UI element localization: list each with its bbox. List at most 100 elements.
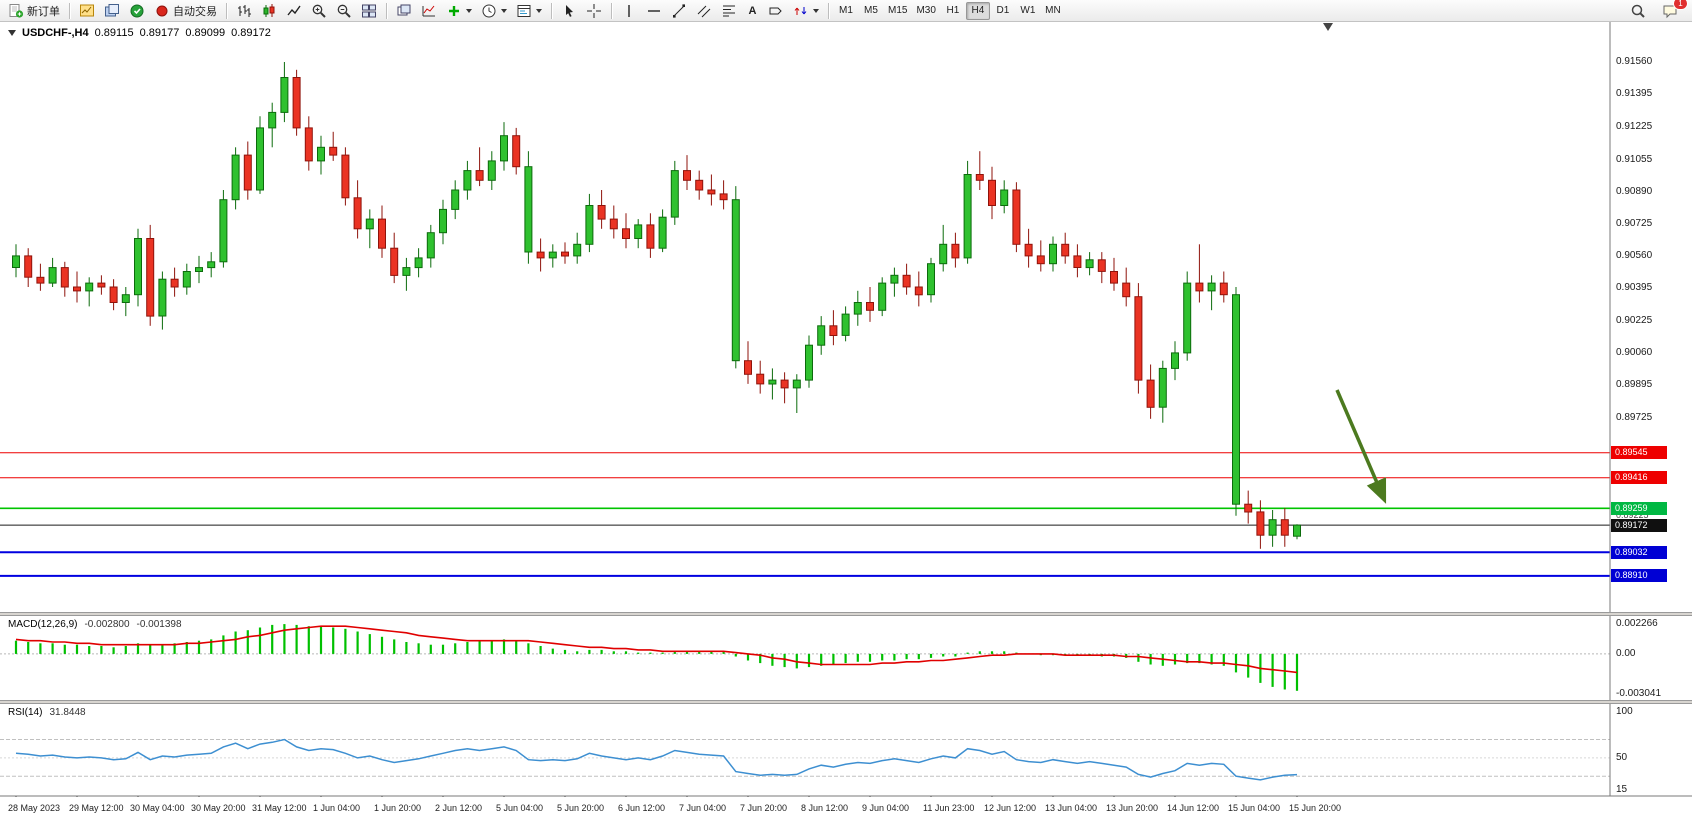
quote-close: 0.89172 — [231, 27, 271, 39]
notification-badge: 1 — [1673, 0, 1688, 10]
quote-high: 0.89177 — [139, 27, 180, 39]
search-icon — [1630, 3, 1646, 19]
zoom-in-icon — [311, 3, 327, 19]
auto-trading-button[interactable]: 自动交易 — [150, 1, 221, 20]
panel-divider[interactable] — [0, 612, 1692, 616]
new-order-icon — [8, 3, 24, 19]
text-tool-button[interactable]: A — [742, 1, 763, 20]
quote-open: 0.89115 — [94, 27, 134, 39]
periods-clock-icon — [481, 3, 497, 19]
candlestick-chart-button[interactable] — [257, 1, 281, 20]
dropdown-caret-icon — [536, 8, 542, 13]
time-axis-label: 28 May 2023 — [8, 803, 61, 813]
profiles-icon — [104, 3, 120, 19]
add-indicator-button[interactable] — [442, 1, 476, 20]
time-axis-label: 30 May 04:00 — [130, 803, 185, 813]
price-axis-label: 0.91395 — [1616, 88, 1653, 99]
price-level-badge: 0.89259 — [1611, 501, 1667, 515]
time-axis-label: 31 May 12:00 — [252, 803, 307, 813]
chart-shift-marker — [1323, 23, 1333, 31]
tile-windows-icon — [361, 3, 377, 19]
crosshair-button[interactable] — [582, 1, 606, 20]
chart-collapse-icon[interactable] — [8, 30, 16, 36]
timeframe-button-h4[interactable]: H4 — [965, 1, 990, 20]
periods-button[interactable] — [477, 1, 511, 20]
fibonacci-icon — [721, 3, 737, 19]
price-axis-label: 0.89725 — [1616, 411, 1653, 423]
price-axis[interactable]: 0.91560 0.91395 0.91225 0.91055 0.90890 0.907… — [1610, 22, 1692, 796]
new-order-button[interactable]: 新订单 — [4, 1, 64, 20]
time-axis-label: 2 Jun 12:00 — [435, 803, 483, 813]
arrange-windows-button[interactable] — [392, 1, 416, 20]
price-level-badge: 0.89172 — [1611, 518, 1667, 532]
profiles-button[interactable] — [100, 1, 124, 20]
time-axis-label: 15 Jun 20:00 — [1289, 803, 1342, 813]
price-axis-label: 0.89225 — [1616, 509, 1649, 520]
arrow-annotation — [1335, 389, 1387, 504]
zoom-out-icon — [336, 3, 352, 19]
fibonacci-button[interactable] — [717, 1, 741, 20]
indicators-button[interactable] — [417, 1, 441, 20]
macd-signal-value: -0.001398 — [136, 619, 182, 630]
search-button[interactable] — [1626, 1, 1650, 20]
indicators-icon — [421, 3, 437, 19]
vertical-line-button[interactable] — [617, 1, 641, 20]
timeframe-button-m15[interactable]: M15 — [884, 2, 911, 20]
bar-chart-button[interactable] — [232, 1, 256, 20]
toolbar-separator — [551, 2, 552, 19]
price-axis-label: 0.90225 — [1616, 314, 1653, 326]
data-window-button[interactable] — [125, 1, 149, 20]
quote-low: 0.89099 — [185, 27, 226, 39]
zoom-in-button[interactable] — [307, 1, 331, 20]
price-axis-label: 0.91225 — [1616, 121, 1653, 132]
cursor-button[interactable] — [557, 1, 581, 20]
price-axis-label: 0.89895 — [1616, 378, 1653, 390]
rsi-axis-label: 100 — [1616, 706, 1633, 717]
price-axis-label: 0.90890 — [1616, 185, 1653, 197]
time-axis-label: 9 Jun 04:00 — [862, 803, 910, 813]
time-axis-label: 12 Jun 12:00 — [984, 803, 1037, 813]
trendline-button[interactable] — [667, 1, 691, 20]
templates-icon — [516, 3, 532, 19]
time-axis-label: 7 Jun 04:00 — [679, 803, 727, 813]
tile-windows-button[interactable] — [357, 1, 381, 20]
zoom-out-button[interactable] — [332, 1, 356, 20]
timeframe-button-m5[interactable]: M5 — [859, 2, 883, 20]
toolbar-separator — [828, 2, 829, 19]
horizontal-line-button[interactable] — [642, 1, 666, 20]
timeframe-button-h1[interactable]: H1 — [941, 2, 965, 20]
arrange-windows-icon — [396, 3, 412, 19]
rsi-panel-label: RSI(14) 31.8448 — [8, 707, 86, 718]
panel-divider[interactable] — [0, 700, 1692, 704]
candlestick-chart-icon — [261, 3, 277, 19]
price-axis-label: 0.90395 — [1616, 281, 1653, 293]
timeframe-button-mn[interactable]: MN — [1041, 2, 1065, 20]
timeframe-button-m30[interactable]: M30 — [912, 2, 939, 20]
timeframe-button-d1[interactable]: D1 — [991, 2, 1015, 20]
macd-name: MACD(12,26,9) — [8, 619, 78, 630]
arrows-tool-button[interactable] — [789, 1, 823, 20]
price-level-badge: 0.89416 — [1611, 471, 1667, 485]
charts-button[interactable] — [75, 1, 99, 20]
time-axis-label: 13 Jun 20:00 — [1106, 803, 1159, 813]
new-order-label: 新订单 — [27, 5, 60, 18]
toolbar-separator — [69, 2, 70, 19]
text-tool-icon: A — [748, 4, 757, 17]
timeframe-button-m1[interactable]: M1 — [834, 2, 858, 20]
line-chart-icon — [286, 3, 302, 19]
auto-trading-label: 自动交易 — [173, 5, 217, 18]
equidistant-channel-button[interactable] — [692, 1, 716, 20]
crosshair-icon — [586, 3, 602, 19]
price-level-badge: 0.88910 — [1611, 569, 1667, 583]
time-axis[interactable]: 28 May 2023 29 May 12:00 30 May 04:00 30 Ma… — [0, 797, 1692, 820]
templates-button[interactable] — [512, 1, 546, 20]
timeframe-bar: M1 M5 M15 M30 H1 H4 D1 W1 MN — [834, 1, 1065, 20]
line-chart-button[interactable] — [282, 1, 306, 20]
notifications-button[interactable]: 1 — [1658, 0, 1688, 20]
timeframe-button-w1[interactable]: W1 — [1016, 2, 1040, 20]
rsi-name: RSI(14) — [8, 707, 43, 718]
macd-main-value: -0.002800 — [84, 619, 130, 630]
text-label-button[interactable] — [764, 1, 788, 20]
price-axis-label: 0.91055 — [1616, 153, 1653, 165]
